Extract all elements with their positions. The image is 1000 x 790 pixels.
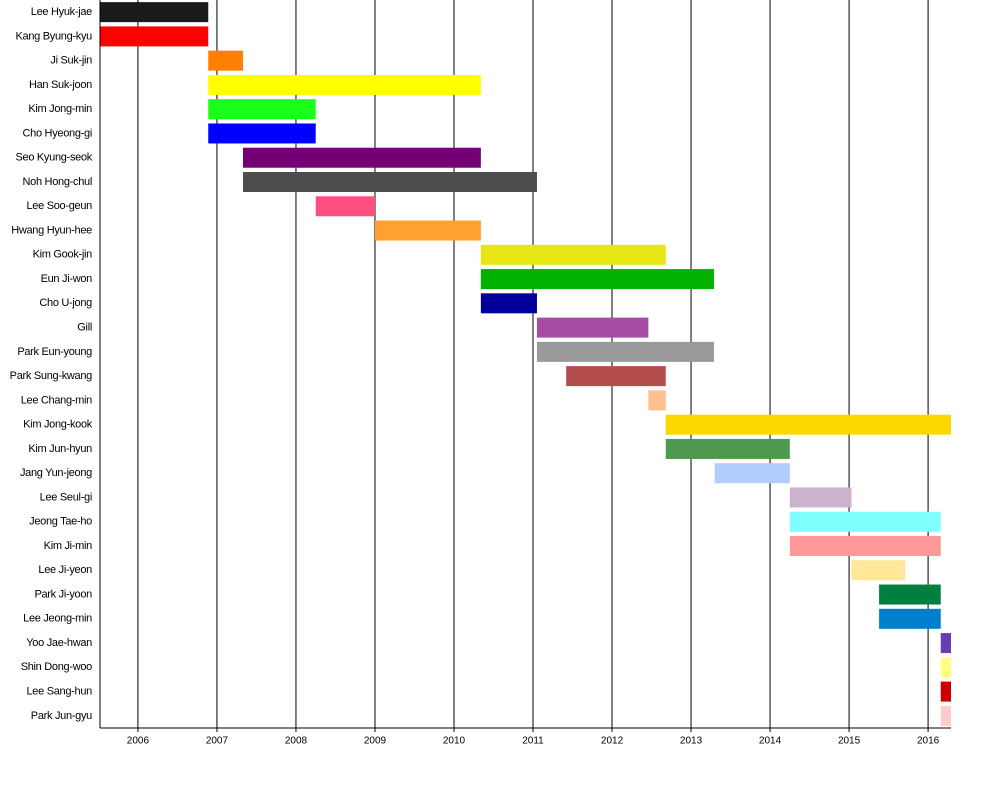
- x-tick-label: 2012: [601, 736, 624, 747]
- y-tick-label: Ji Suk-jin: [50, 55, 92, 67]
- y-tick-label: Kim Gook-jin: [33, 249, 93, 261]
- bar: [714, 463, 790, 484]
- bar: [940, 633, 951, 654]
- y-tick-label: Lee Seul-gi: [40, 491, 92, 503]
- x-tick-label: 2008: [285, 736, 308, 747]
- bar: [243, 172, 537, 192]
- x-tick-label: 2014: [759, 736, 782, 747]
- x-tick-label: 2006: [127, 736, 150, 747]
- y-tick-label: Kim Jun-hyun: [28, 443, 92, 455]
- x-tick-label: 2009: [364, 736, 387, 747]
- bar: [536, 341, 714, 362]
- y-tick-label: Cho Hyeong-gi: [23, 127, 92, 139]
- y-tick-label: Kim Jong-min: [28, 103, 92, 115]
- y-tick-label: Shin Dong-woo: [21, 661, 92, 673]
- y-tick-label: Kim Ji-min: [44, 540, 93, 552]
- y-tick-label: Yoo Jae-hwan: [26, 637, 92, 649]
- bar: [940, 681, 951, 702]
- y-tick-label: Park Jun-gyu: [31, 710, 92, 722]
- bar: [789, 511, 941, 532]
- bar: [566, 366, 666, 387]
- y-tick-label: Lee Soo-geun: [26, 200, 92, 212]
- bar: [480, 293, 537, 314]
- y-tick-label: Park Eun-young: [17, 346, 92, 358]
- y-tick-label: Seo Kyung-seok: [15, 152, 92, 164]
- y-tick-label: Gill: [77, 322, 92, 334]
- bar: [208, 74, 481, 95]
- bar: [208, 50, 244, 71]
- y-tick-label: Lee Sang-hun: [26, 686, 92, 698]
- bar: [665, 438, 790, 459]
- x-tick-label: 2013: [680, 736, 703, 747]
- y-tick-label: Kang Byung-kyu: [15, 30, 92, 42]
- x-tick-label: 2016: [917, 736, 940, 747]
- bar: [100, 26, 209, 47]
- x-tick-label: 2011: [522, 736, 544, 747]
- bar: [480, 244, 666, 265]
- x-tick-label: 2010: [443, 736, 466, 747]
- bar: [940, 705, 951, 726]
- bar: [374, 220, 481, 241]
- bar: [665, 414, 951, 435]
- bar: [243, 147, 481, 168]
- bar: [208, 123, 316, 144]
- y-tick-label: Lee Jeong-min: [23, 613, 92, 625]
- bar: [100, 2, 209, 23]
- bar: [789, 487, 852, 508]
- bar: [208, 99, 316, 120]
- y-tick-label: Lee Hyuk-jae: [31, 6, 92, 18]
- bar: [851, 560, 906, 581]
- y-tick-label: Kim Jong-kook: [23, 419, 93, 431]
- y-tick-label: Han Suk-joon: [29, 79, 92, 91]
- bar: [536, 317, 649, 338]
- y-tick-label: Jeong Tae-ho: [29, 516, 92, 528]
- y-tick-label: Park Sung-kwang: [10, 370, 93, 382]
- bar: [480, 269, 714, 290]
- y-tick-label: Lee Chang-min: [21, 394, 92, 406]
- bar: [940, 657, 951, 678]
- y-tick-label: Hwang Hyun-hee: [11, 224, 92, 236]
- y-tick-label: Cho U-jong: [39, 297, 92, 309]
- x-tick-label: 2015: [838, 736, 861, 747]
- y-tick-label: Jang Yun-jeong: [20, 467, 92, 479]
- y-tick-label: Lee Ji-yeon: [38, 564, 92, 576]
- bar: [648, 390, 666, 411]
- bar: [789, 536, 941, 556]
- bar: [315, 196, 375, 217]
- y-tick-label: Park Ji-yoon: [34, 588, 92, 600]
- x-tick-label: 2007: [206, 736, 229, 747]
- y-tick-label: Noh Hong-chul: [23, 176, 92, 188]
- bar: [879, 608, 941, 629]
- y-tick-label: Eun Ji-won: [41, 273, 93, 285]
- bar: [879, 584, 941, 605]
